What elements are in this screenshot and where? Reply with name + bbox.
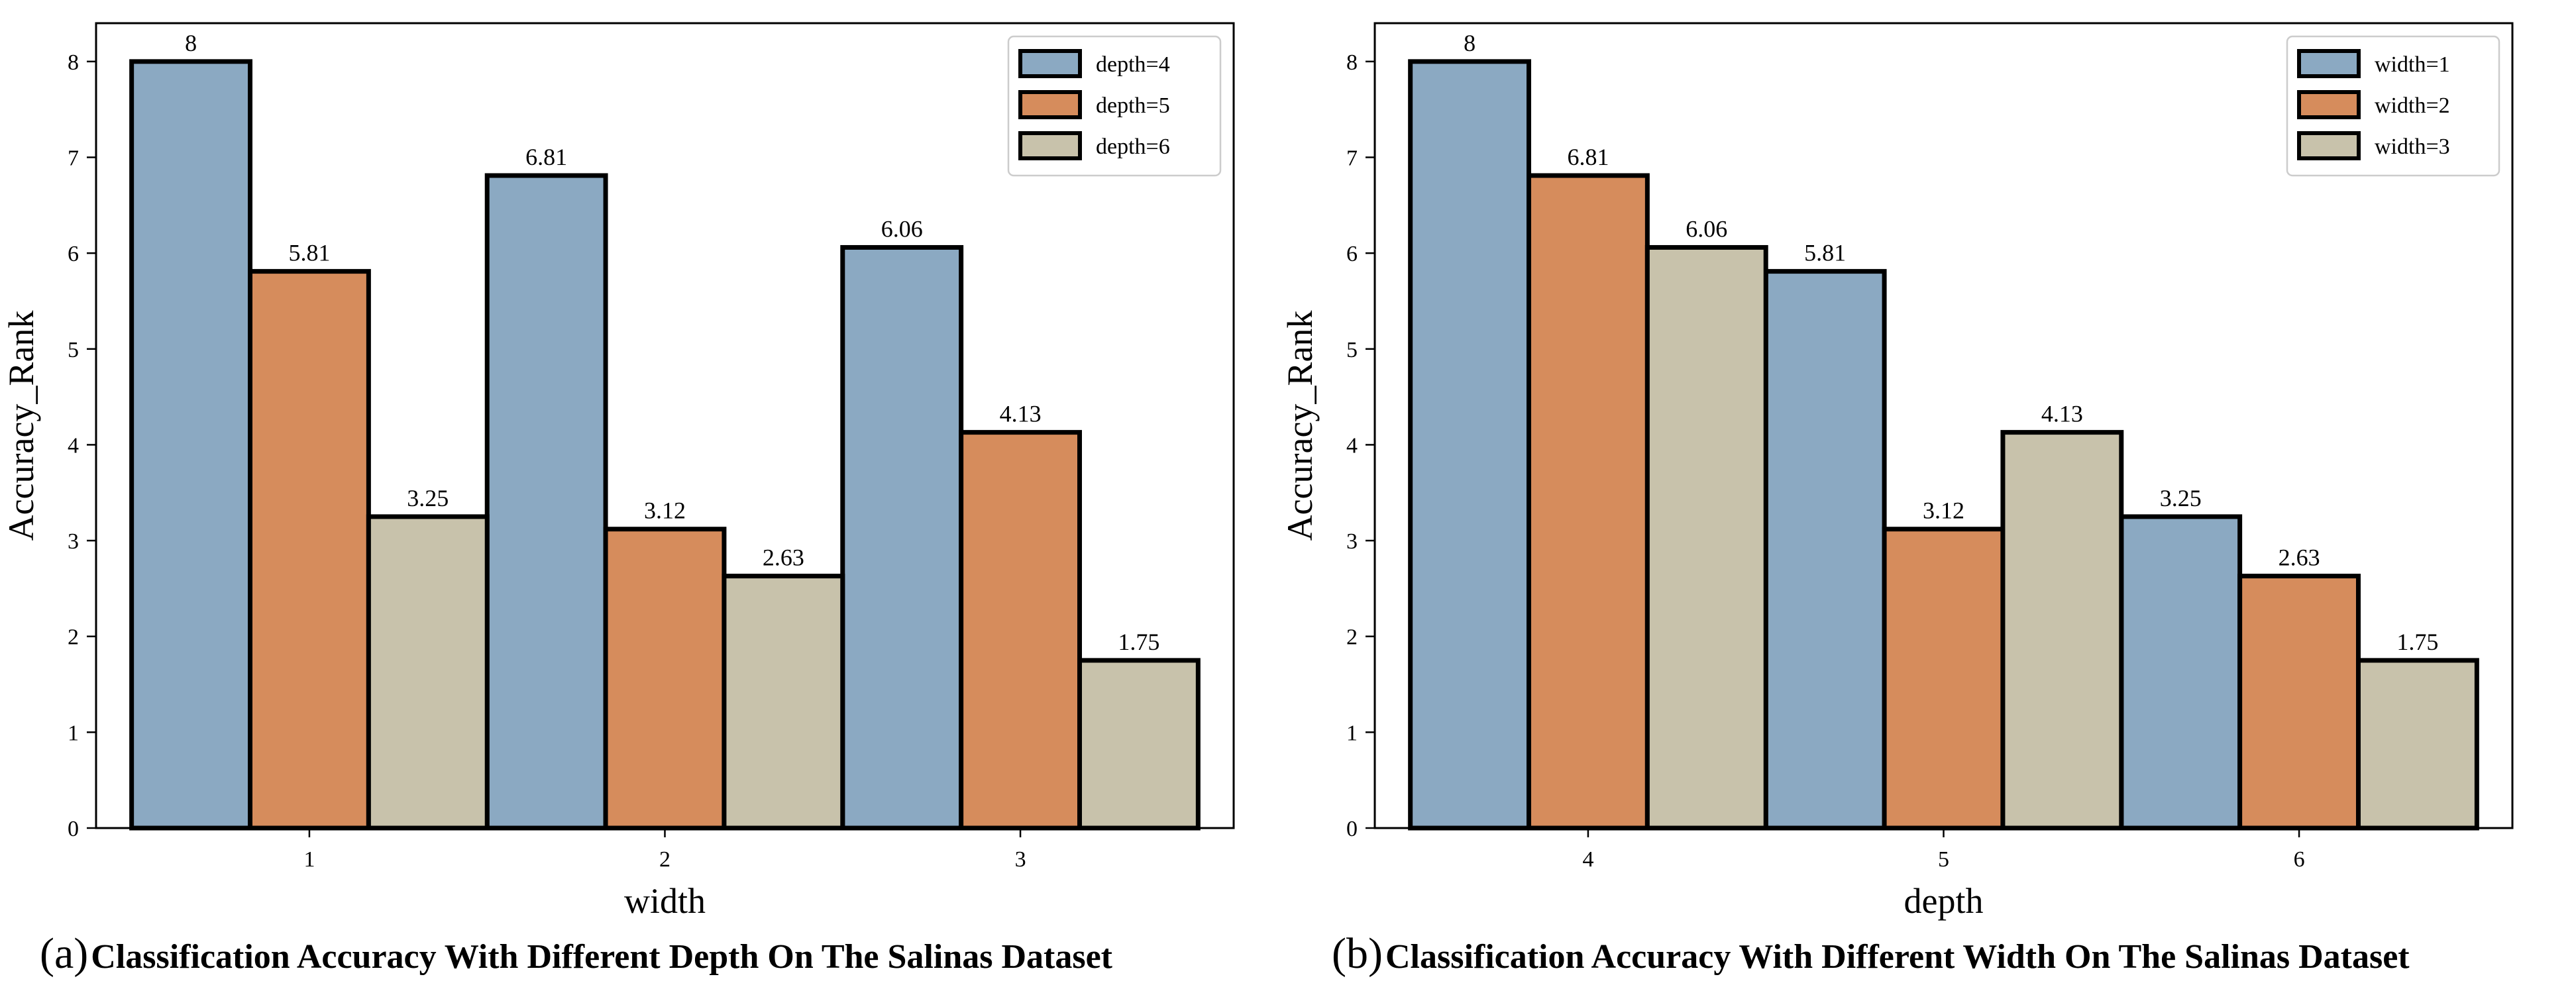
bar-depth=4-1 <box>129 59 253 831</box>
y-tick-label: 5 <box>68 338 79 362</box>
y-tick-label: 2 <box>1346 625 1358 650</box>
x-tick-label: 4 <box>1582 847 1593 872</box>
bar-value-label: 4.13 <box>2041 401 2083 427</box>
legend-label: width=1 <box>2375 52 2450 77</box>
y-tick-label: 0 <box>68 817 79 841</box>
y-tick-label: 4 <box>1346 433 1358 458</box>
bar-depth=5-3 <box>959 430 1082 831</box>
bar-width=3-4 <box>1644 244 1768 831</box>
bar-value-label: 5.81 <box>1804 240 1846 266</box>
legend-label: depth=5 <box>1096 93 1170 118</box>
bar-depth=6-2 <box>722 574 845 831</box>
bar-width=2-5 <box>1882 527 2006 831</box>
bar-value-label: 6.06 <box>881 215 923 242</box>
caption-b-letter: (b) <box>1332 929 1383 978</box>
y-tick-label: 6 <box>1346 242 1358 266</box>
legend-swatch <box>2297 49 2361 78</box>
bar-width=1-4 <box>1408 59 1532 831</box>
x-tick-label: 5 <box>1938 847 1949 872</box>
bar-width=2-6 <box>2237 574 2361 831</box>
y-tick-label: 7 <box>68 146 79 171</box>
caption-a-text: Classification Accuracy With Different D… <box>91 938 1112 976</box>
bar-value-label: 3.25 <box>2160 485 2202 511</box>
bar-depth=6-3 <box>1077 658 1201 831</box>
x-tick-label: 3 <box>1015 847 1026 872</box>
bar-value-label: 8 <box>1464 30 1476 56</box>
bar-depth=4-2 <box>484 173 608 831</box>
bar-depth=6-1 <box>366 514 490 831</box>
y-tick-label: 3 <box>68 529 79 554</box>
bar-value-label: 3.12 <box>1923 497 1964 524</box>
bar-depth=5-1 <box>248 269 371 831</box>
bar-value-label: 2.63 <box>2279 545 2320 571</box>
bar-value-label: 3.12 <box>644 497 686 524</box>
y-axis-label: Accuracy_Rank <box>1280 311 1320 541</box>
y-tick-label: 8 <box>68 50 79 75</box>
bar-width=1-5 <box>1763 269 1887 831</box>
y-axis-label: Accuracy_Rank <box>1 311 41 541</box>
legend-swatch <box>1018 90 1082 119</box>
legend-label: width=2 <box>2375 93 2450 118</box>
bar-value-label: 6.81 <box>1567 144 1609 170</box>
legend-swatch <box>1018 131 1082 160</box>
legend: width=1 width=2 width=3 <box>2286 35 2500 177</box>
bar-width=3-6 <box>2355 658 2479 831</box>
y-tick-label: 8 <box>1346 50 1358 75</box>
bar-depth=4-3 <box>840 244 964 831</box>
x-axis-label: width <box>624 881 706 921</box>
legend-label: width=3 <box>2375 134 2450 159</box>
chart-panel-a: 0 1 2 3 4 5 6 7 8 8 6.81 6.06 5.81 3.12 4.13 3.25 2.63 1.… <box>1 22 1235 921</box>
bar-width=2-4 <box>1527 173 1650 831</box>
y-tick-label: 2 <box>68 625 79 650</box>
bar-value-label: 3.25 <box>407 485 449 511</box>
plot-frame <box>1373 22 2514 829</box>
bar-value-label: 6.81 <box>525 144 567 170</box>
y-tick-label: 6 <box>68 242 79 266</box>
bar-value-label: 1.75 <box>2396 629 2438 655</box>
caption-a: (a) Classification Accuracy With Differe… <box>40 929 1112 988</box>
legend-swatch <box>2297 131 2361 160</box>
plot-frame <box>95 22 1235 829</box>
bar-value-label: 5.81 <box>288 240 330 266</box>
x-tick-label: 6 <box>2294 847 2305 872</box>
legend-label: depth=6 <box>1096 134 1170 159</box>
y-tick-label: 5 <box>1346 338 1358 362</box>
y-tick-label: 3 <box>1346 529 1358 554</box>
caption-b-text: Classification Accuracy With Different W… <box>1385 938 2410 976</box>
bar-depth=5-2 <box>603 527 727 831</box>
caption-a-letter: (a) <box>40 929 89 978</box>
bar-value-label: 1.75 <box>1118 629 1159 655</box>
chart-panel-b: 0 1 2 3 4 5 6 7 8 8 5.81 3.25 6.81 3.12 2.63 6.06 4.13 1.… <box>1280 22 2514 921</box>
bar-width=1-6 <box>2119 514 2243 831</box>
legend: depth=4 depth=5 depth=6 <box>1007 35 1222 177</box>
y-tick-label: 0 <box>1346 817 1358 841</box>
x-axis-label: depth <box>1904 881 1984 921</box>
bar-value-label: 2.63 <box>763 545 804 571</box>
x-tick-label: 2 <box>659 847 671 872</box>
legend-swatch <box>2297 90 2361 119</box>
legend-label: depth=4 <box>1096 52 1170 77</box>
y-tick-label: 4 <box>68 433 79 458</box>
bar-value-label: 8 <box>185 30 197 56</box>
bar-value-label: 4.13 <box>1000 401 1042 427</box>
bar-value-label: 6.06 <box>1686 215 1727 242</box>
legend-swatch <box>1018 49 1082 78</box>
y-tick-label: 1 <box>68 721 79 745</box>
y-tick-label: 1 <box>1346 721 1358 745</box>
x-tick-label: 1 <box>303 847 315 872</box>
caption-b: (b) Classification Accuracy With Differe… <box>1332 929 2410 988</box>
y-tick-label: 7 <box>1346 146 1358 171</box>
bar-width=3-5 <box>2000 430 2124 831</box>
